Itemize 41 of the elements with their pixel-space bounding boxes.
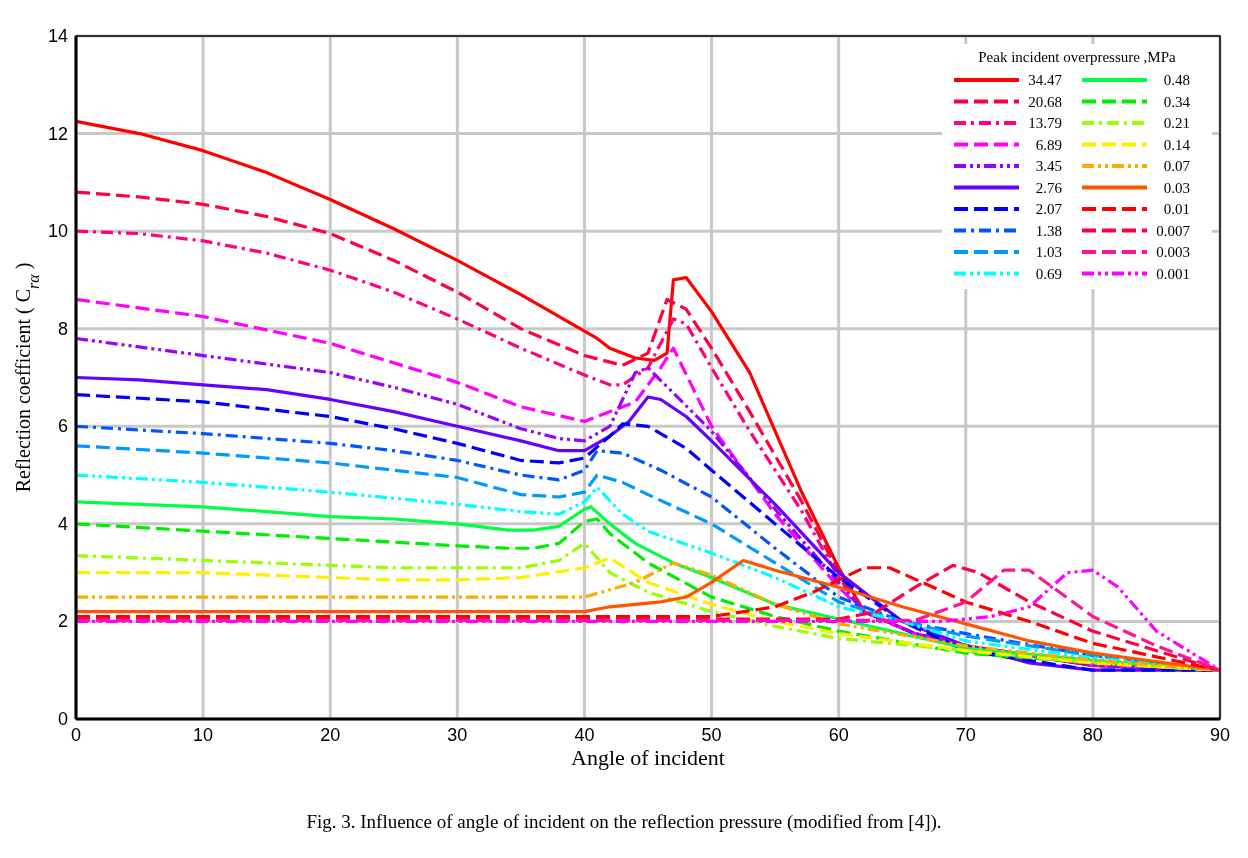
x-tick-label: 10 <box>193 725 214 745</box>
x-tick-label: 40 <box>574 725 595 745</box>
legend-label: 0.07 <box>1163 158 1191 174</box>
x-tick-label: 70 <box>955 725 976 745</box>
legend-label: 13.79 <box>1028 115 1062 131</box>
x-tick-label: 0 <box>70 725 82 745</box>
legend-label: 0.14 <box>1163 136 1191 153</box>
y-tick-label: 8 <box>57 318 68 339</box>
legend-label: 1.03 <box>1035 244 1062 260</box>
legend-label: 0.03 <box>1163 179 1190 196</box>
legend-label: 0.01 <box>1163 201 1190 217</box>
x-tick-label: 60 <box>828 725 849 745</box>
legend-label: 0.007 <box>1156 222 1191 239</box>
y-tick-label: 0 <box>57 709 68 729</box>
x-axis-title: Angle of incident <box>571 745 725 770</box>
legend-label: 0.48 <box>1163 72 1190 88</box>
caption: Fig. 3. Influence of angle of incident on the reflection pressure (modified from [4]). <box>306 811 942 833</box>
x-tick-label: 90 <box>1209 725 1231 745</box>
legend-label: 0.001 <box>1156 265 1190 282</box>
legend-label: 0.69 <box>1035 265 1062 282</box>
y-tick-label: 4 <box>57 513 68 534</box>
x-tick-label: 20 <box>320 725 341 745</box>
x-tick-label: 30 <box>447 725 468 745</box>
y-tick-label: 6 <box>57 416 68 437</box>
x-tick-label: 50 <box>701 725 722 745</box>
legend-label: 6.89 <box>1035 136 1062 153</box>
legend-label: 0.003 <box>1156 244 1190 260</box>
legend-label: 20.68 <box>1028 93 1062 110</box>
legend-title: Peak incident overpressure ,MPa <box>978 49 1177 65</box>
legend-label: 2.76 <box>1035 179 1063 196</box>
legend-label: 1.38 <box>1035 222 1062 239</box>
y-tick-label: 2 <box>57 611 68 632</box>
y-tick-label: 14 <box>47 26 68 46</box>
y-tick-label: 10 <box>47 221 68 242</box>
legend-label: 0.34 <box>1163 93 1191 110</box>
legend-label: 2.07 <box>1035 201 1063 217</box>
legend-label: 0.21 <box>1163 115 1190 131</box>
x-tick-label: 80 <box>1082 725 1103 745</box>
legend-label: 3.45 <box>1035 158 1062 174</box>
y-tick-label: 12 <box>47 123 68 144</box>
legend-label: 34.47 <box>1028 72 1063 88</box>
